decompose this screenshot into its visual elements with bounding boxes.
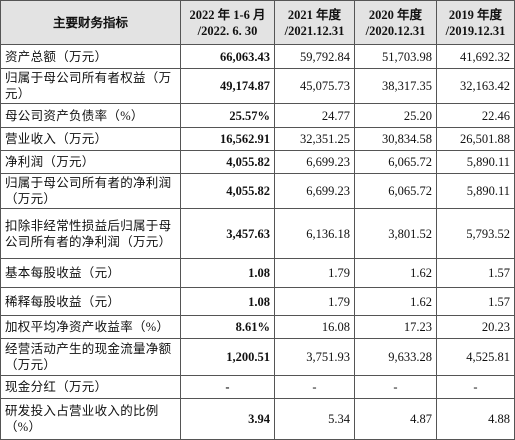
table-row: 归属于母公司所有者的净利润（万元） 4,055.82 6,699.23 6,065.7… xyxy=(0,173,515,209)
value-cell: 3,801.52 xyxy=(354,208,437,259)
value-cell: 1,200.51 xyxy=(180,338,275,376)
header-row: 主要财务指标 2022 年 1-6 月/2022. 6. 30 2021 年度/20… xyxy=(0,0,515,45)
value-cell: 1.62 xyxy=(354,258,437,288)
row-label: 研发投入占营业收入的比例（%） xyxy=(0,398,181,440)
table-row: 经营活动产生的现金流量净额（万元） 1,200.51 3,751.93 9,633.2… xyxy=(0,338,515,376)
header-line: /2020.12.31 xyxy=(365,23,426,38)
value-cell: 16,562.91 xyxy=(180,127,275,151)
value-cell: - xyxy=(436,375,515,399)
value-cell: 3,457.63 xyxy=(180,208,275,259)
table-row: 研发投入占营业收入的比例（%） 3.94 5.34 4.87 4.88 xyxy=(0,398,515,440)
value-cell: 49,174.87 xyxy=(180,68,275,104)
value-cell: 26,501.88 xyxy=(436,127,515,151)
header-line: /2022. 6. 30 xyxy=(197,23,258,38)
value-cell: 4,055.82 xyxy=(180,173,275,209)
value-cell: - xyxy=(180,375,275,399)
value-cell: 4.87 xyxy=(354,398,437,440)
header-cell: 2022 年 1-6 月/2022. 6. 30 xyxy=(180,0,275,45)
table-row: 基本每股收益（元） 1.08 1.79 1.62 1.57 xyxy=(0,258,515,288)
header-line: 2021 年度 xyxy=(287,7,342,22)
value-cell: 5,890.11 xyxy=(436,173,515,209)
value-cell: 4.88 xyxy=(436,398,515,440)
value-cell: 1.08 xyxy=(180,258,275,288)
value-cell: 8.61% xyxy=(180,315,275,339)
header-cell: 2019 年度/2019.12.31 xyxy=(436,0,515,45)
value-cell: 4,525.81 xyxy=(436,338,515,376)
value-cell: 5,890.11 xyxy=(436,150,515,174)
table-row: 资产总额（万元） 66,063.43 59,792.84 51,703.98 41,69… xyxy=(0,44,515,69)
value-cell: - xyxy=(354,375,437,399)
row-label: 净利润（万元） xyxy=(0,150,181,174)
value-cell: 9,633.28 xyxy=(354,338,437,376)
table-row: 现金分红（万元） - - - - xyxy=(0,375,515,399)
row-label: 加权平均净资产收益率（%） xyxy=(0,315,181,339)
header-line: 2020 年度 xyxy=(368,7,423,22)
row-label: 现金分红（万元） xyxy=(0,375,181,399)
value-cell: 22.46 xyxy=(436,103,515,128)
value-cell: 41,692.32 xyxy=(436,44,515,69)
value-cell: 20.23 xyxy=(436,315,515,339)
value-cell: 24.77 xyxy=(274,103,355,128)
row-label: 归属于母公司所有者权益（万元） xyxy=(0,68,181,104)
value-cell: 25.57% xyxy=(180,103,275,128)
table-row: 营业收入（万元） 16,562.91 32,351.25 30,834.58 26,50… xyxy=(0,127,515,151)
value-cell: 30,834.58 xyxy=(354,127,437,151)
value-cell: 32,351.25 xyxy=(274,127,355,151)
table-row: 净利润（万元） 4,055.82 6,699.23 6,065.72 5,890.11 xyxy=(0,150,515,174)
row-label: 资产总额（万元） xyxy=(0,44,181,69)
value-cell: 1.62 xyxy=(354,287,437,316)
value-cell: 6,699.23 xyxy=(274,173,355,209)
value-cell: 1.79 xyxy=(274,258,355,288)
value-cell: 25.20 xyxy=(354,103,437,128)
value-cell: 59,792.84 xyxy=(274,44,355,69)
table-row: 加权平均净资产收益率（%） 8.61% 16.08 17.23 20.23 xyxy=(0,315,515,339)
header-cell: 2020 年度/2020.12.31 xyxy=(354,0,437,45)
value-cell: 1.79 xyxy=(274,287,355,316)
table-row: 扣除非经常性损益后归属于母公司所有者的净利润（万元） 3,457.63 6,136.… xyxy=(0,208,515,259)
value-cell: 1.57 xyxy=(436,258,515,288)
value-cell: 5,793.52 xyxy=(436,208,515,259)
table-body: 资产总额（万元） 66,063.43 59,792.84 51,703.98 41,69… xyxy=(0,44,515,440)
row-label: 母公司资产负债率（%） xyxy=(0,103,181,128)
value-cell: 66,063.43 xyxy=(180,44,275,69)
header-line: 主要财务指标 xyxy=(52,15,128,30)
value-cell: 3,751.93 xyxy=(274,338,355,376)
header-line: /2021.12.31 xyxy=(284,23,345,38)
value-cell: 6,065.72 xyxy=(354,173,437,209)
value-cell: 4,055.82 xyxy=(180,150,275,174)
value-cell: 45,075.73 xyxy=(274,68,355,104)
value-cell: - xyxy=(274,375,355,399)
header-cell: 主要财务指标 xyxy=(0,0,181,45)
row-label: 稀释每股收益（元） xyxy=(0,287,181,316)
value-cell: 1.57 xyxy=(436,287,515,316)
header-line: 2022 年 1-6 月 xyxy=(189,7,266,22)
row-label: 扣除非经常性损益后归属于母公司所有者的净利润（万元） xyxy=(0,208,181,259)
header-line: 2019 年度 xyxy=(448,7,503,22)
table-row: 母公司资产负债率（%） 25.57% 24.77 25.20 22.46 xyxy=(0,103,515,128)
row-label: 归属于母公司所有者的净利润（万元） xyxy=(0,173,181,209)
table-row: 归属于母公司所有者权益（万元） 49,174.87 45,075.73 38,317.… xyxy=(0,68,515,104)
value-cell: 6,699.23 xyxy=(274,150,355,174)
row-label: 基本每股收益（元） xyxy=(0,258,181,288)
value-cell: 6,065.72 xyxy=(354,150,437,174)
value-cell: 1.08 xyxy=(180,287,275,316)
value-cell: 6,136.18 xyxy=(274,208,355,259)
row-label: 营业收入（万元） xyxy=(0,127,181,151)
value-cell: 5.34 xyxy=(274,398,355,440)
row-label: 经营活动产生的现金流量净额（万元） xyxy=(0,338,181,376)
value-cell: 32,163.42 xyxy=(436,68,515,104)
value-cell: 3.94 xyxy=(180,398,275,440)
value-cell: 17.23 xyxy=(354,315,437,339)
value-cell: 51,703.98 xyxy=(354,44,437,69)
header-cell: 2021 年度/2021.12.31 xyxy=(274,0,355,45)
value-cell: 38,317.35 xyxy=(354,68,437,104)
table-row: 稀释每股收益（元） 1.08 1.79 1.62 1.57 xyxy=(0,287,515,316)
header-line: /2019.12.31 xyxy=(445,23,506,38)
value-cell: 16.08 xyxy=(274,315,355,339)
